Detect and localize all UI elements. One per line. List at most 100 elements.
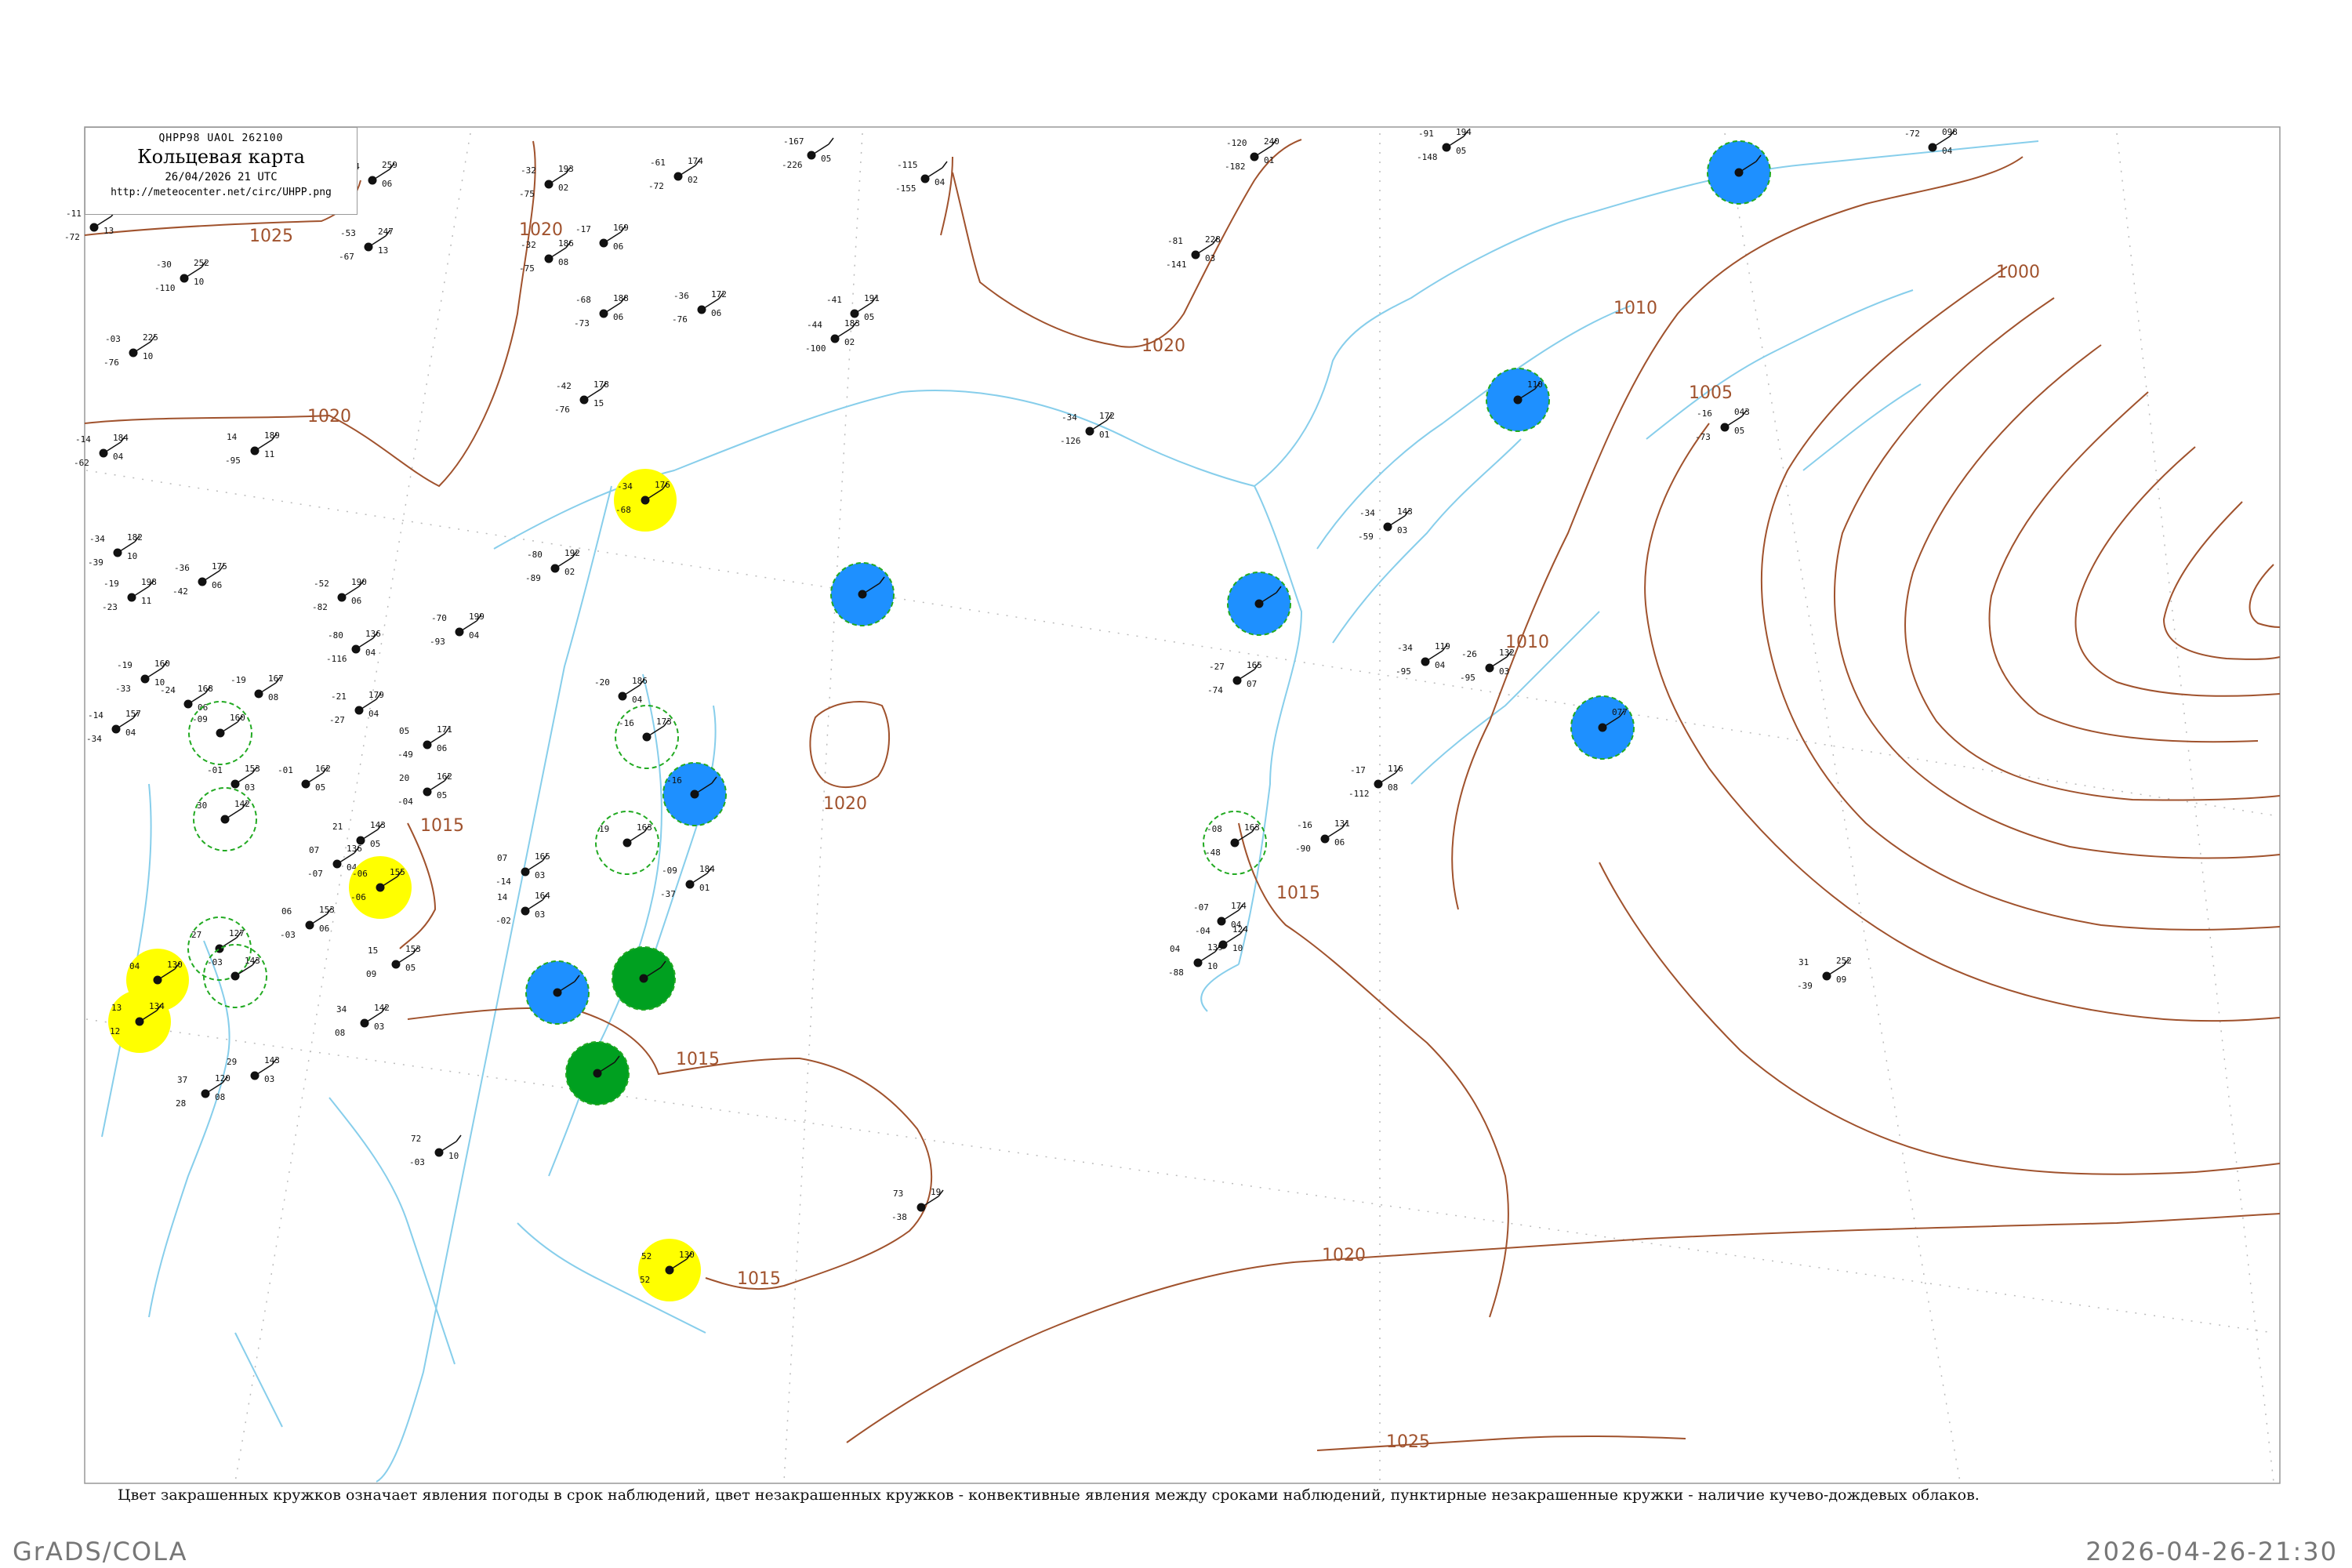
wind-barb xyxy=(1221,909,1240,922)
station-plot: -80 136 -116 04 xyxy=(326,629,381,664)
station-value-t: -68 xyxy=(575,295,591,305)
station-value-d: -95 xyxy=(1396,666,1411,677)
station-value-d: -49 xyxy=(397,750,413,760)
station-value-id: 01 xyxy=(699,883,710,893)
wind-barb xyxy=(183,267,202,279)
map-time: 26/04/2026 21 UTC xyxy=(165,171,278,183)
station-value-t: -16 xyxy=(1297,820,1312,830)
isobar-inner-6 xyxy=(2249,564,2281,628)
station-value-d: -95 xyxy=(225,456,241,466)
station-value-id: 06 xyxy=(382,179,392,189)
station-value-d: -110 xyxy=(154,283,176,293)
station-value-d: -93 xyxy=(430,637,445,647)
station-value-id: 05 xyxy=(1456,146,1466,156)
wind-barb xyxy=(524,899,543,912)
isobar-label: 1015 xyxy=(676,1050,720,1069)
station-value-d: -14 xyxy=(495,877,511,887)
station-plot: -36 175 -42 06 xyxy=(172,561,227,597)
station-value-p: 194 xyxy=(1456,127,1472,137)
station-plot: -42 178 -76 15 xyxy=(554,379,609,415)
isobar-label: 1010 xyxy=(1613,299,1657,318)
isobar-1020-island xyxy=(809,701,891,789)
station-value-p: 163 xyxy=(1244,822,1260,833)
station-plot: 20 162 -04 05 xyxy=(397,771,452,807)
station-value-t: 14 xyxy=(497,892,508,902)
wind-barb-feather xyxy=(1276,586,1282,593)
wind-barb-feather xyxy=(1843,958,1849,966)
wind-barb-feather xyxy=(389,162,395,170)
wind-barb xyxy=(305,772,324,785)
wind-barb-feather xyxy=(1271,139,1277,147)
station-value-t: -167 xyxy=(783,136,804,147)
wind-barb xyxy=(426,733,445,746)
station-plot: -01 153 03 xyxy=(207,764,260,793)
station-plot: -120 240 -182 01 xyxy=(1225,136,1279,172)
station-value-t: -08 xyxy=(1207,824,1222,834)
wind-barb-feather xyxy=(620,296,626,303)
station-value-id: 04 xyxy=(1231,920,1242,930)
wind-barb xyxy=(368,235,387,248)
station-value-t: -19 xyxy=(230,675,246,685)
station-value-d: 52 xyxy=(640,1275,650,1285)
station-value-p: 143 xyxy=(1397,506,1413,517)
wind-barb-feather xyxy=(639,678,645,686)
station-value-t: -11 xyxy=(66,209,82,219)
wind-barb-feather xyxy=(201,260,207,268)
wind-barb xyxy=(583,388,602,401)
station-value-id: 06 xyxy=(437,743,447,753)
wind-barb xyxy=(524,860,543,873)
wind-barb-feather xyxy=(372,631,379,639)
wind-barb xyxy=(548,247,567,260)
cb-circle xyxy=(595,811,659,875)
isobar-1010-c xyxy=(940,156,953,236)
wind-barb xyxy=(1258,592,1277,604)
wind-barb-feather xyxy=(686,1252,692,1260)
station-value-p: 240 xyxy=(1264,136,1279,147)
station-value-t: -72 xyxy=(1904,129,1920,139)
station-value-id: 03 xyxy=(245,782,255,793)
wind-barb xyxy=(1254,145,1272,158)
station-value-t: -80 xyxy=(527,550,543,560)
station-value-id: 10 xyxy=(194,277,204,287)
wind-barb xyxy=(1197,951,1216,964)
station-value-id: 04 xyxy=(365,648,376,658)
station-value-t: 07 xyxy=(309,845,319,855)
station-value-id: 03 xyxy=(264,1074,274,1084)
station-value-d: -76 xyxy=(554,405,570,415)
station-plot: -14 184 -62 04 xyxy=(74,433,129,468)
station-value-d: -02 xyxy=(495,916,511,926)
station-plot: -03 143 xyxy=(203,944,267,1008)
wind-barb-feather xyxy=(326,907,332,915)
wind-barb xyxy=(234,772,253,785)
station-value-t: -41 xyxy=(826,295,842,305)
wind-barb-feather xyxy=(695,158,701,166)
station-value-t: -61 xyxy=(650,158,666,168)
station-plot: -91 194 -148 05 xyxy=(1417,127,1472,162)
station-value-id: 05 xyxy=(821,154,831,164)
station-value-id: 10 xyxy=(448,1151,459,1161)
station-value-t: -09 xyxy=(192,714,208,724)
station-value-d: -42 xyxy=(172,586,188,597)
station-value-id: 03 xyxy=(535,909,545,920)
wind-barb-feather xyxy=(942,161,948,169)
station-plot: 52 130 52 xyxy=(638,1239,701,1301)
station-plot: -34 176 -68 xyxy=(614,469,677,532)
map-url[interactable]: http://meteocenter.net/circ/UHPP.png xyxy=(111,187,332,198)
wind-barb-feather xyxy=(120,435,126,443)
station-value-p: 130 xyxy=(167,960,183,970)
wind-barb-feather xyxy=(1404,509,1410,517)
map-title: Кольцевая карта xyxy=(137,146,305,168)
wind-barb-feather xyxy=(205,686,211,694)
wind-barb-feather xyxy=(156,1004,162,1011)
station-value-id: 11 xyxy=(264,449,274,459)
station-value-t: -17 xyxy=(575,224,591,234)
station-value-t: 37 xyxy=(177,1075,187,1085)
station-value-t: -34 xyxy=(89,534,105,544)
station-plot: -16 131 -90 06 xyxy=(1295,818,1350,854)
station-value-d: -48 xyxy=(1205,848,1221,858)
station-value-p: 164 xyxy=(535,891,550,901)
station-value-id: 02 xyxy=(688,175,698,185)
station-value-p: 143 xyxy=(245,956,260,966)
station-value-p: 175 xyxy=(212,561,227,572)
